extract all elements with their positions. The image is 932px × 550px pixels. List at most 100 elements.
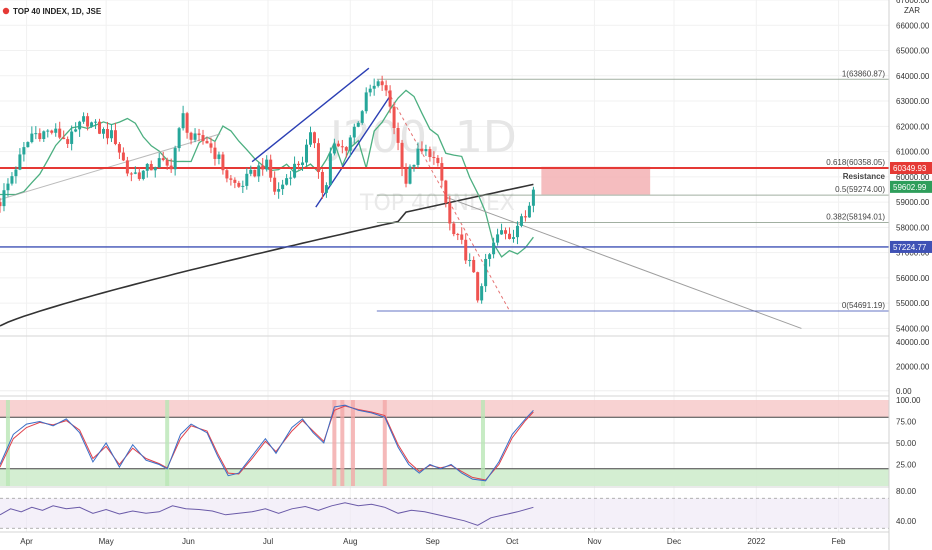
candle-body: [428, 149, 432, 158]
candle: [368, 84, 372, 97]
candle-body: [14, 169, 18, 177]
candle: [273, 171, 277, 195]
candle-series[interactable]: [0, 75, 535, 304]
candle-body: [141, 170, 145, 179]
candle-body: [90, 122, 94, 127]
candle-body: [285, 178, 289, 185]
candle-body: [193, 133, 197, 140]
candle: [86, 112, 90, 131]
candle-body: [492, 242, 496, 255]
candle-body: [38, 133, 42, 140]
candle-body: [324, 185, 328, 193]
candle-body: [82, 116, 86, 122]
candle: [117, 142, 121, 159]
candle: [169, 158, 173, 173]
candle: [480, 283, 484, 304]
stoch-tick-label: 100.00: [896, 396, 921, 405]
time-tick-label: 2022: [747, 537, 765, 546]
candle: [444, 179, 448, 208]
candle-body: [149, 163, 153, 171]
candle-body: [125, 160, 129, 174]
price-tick-label: 59000.00: [896, 198, 930, 207]
candle: [105, 121, 109, 145]
support-price-tag-bg: [890, 240, 932, 253]
candle-body: [137, 172, 141, 179]
candle: [277, 182, 281, 199]
price-axis[interactable]: 54000.00 55000.00 56000.00 57000.00 58000.00…: [890, 0, 932, 526]
candle-body: [46, 130, 50, 132]
candle-body: [484, 258, 488, 287]
candle: [0, 197, 2, 213]
candle: [145, 162, 149, 178]
candle: [420, 141, 424, 155]
candle-body: [456, 234, 460, 236]
fib-level-label: 0.618(60358.05): [826, 158, 885, 167]
candle-body: [432, 157, 436, 159]
candle: [2, 183, 6, 212]
candle: [400, 139, 404, 177]
indicator-panels[interactable]: [0, 390, 889, 529]
candle: [98, 118, 102, 135]
candle: [281, 179, 285, 195]
candle: [245, 167, 249, 190]
signal-band: [165, 400, 170, 486]
candle-body: [273, 177, 277, 192]
candle-body: [86, 116, 90, 127]
candle: [460, 227, 464, 245]
candle-body: [368, 88, 372, 93]
candle-body: [98, 121, 102, 134]
resistance-zone: [541, 166, 651, 195]
candle: [484, 253, 488, 293]
candle-body: [197, 133, 201, 136]
candle: [492, 237, 496, 259]
candle-body: [305, 144, 309, 163]
candle: [388, 85, 392, 114]
candle-body: [70, 131, 74, 144]
candle-body: [101, 129, 105, 134]
candle-body: [145, 163, 149, 171]
candle: [249, 165, 253, 177]
candle-body: [121, 152, 125, 161]
candle-body: [396, 127, 400, 143]
candle-body: [372, 85, 376, 89]
candle-body: [22, 147, 26, 155]
stoch-tick-label: 50.00: [896, 439, 917, 448]
candle: [14, 166, 18, 184]
candle-body: [6, 183, 10, 191]
candle-body: [340, 146, 344, 148]
candle-body: [360, 111, 364, 123]
candle: [289, 170, 293, 186]
fib-diagonal: [381, 80, 510, 311]
candle-body: [26, 142, 30, 148]
price-tick-label: 60000.00: [896, 173, 930, 182]
candle: [376, 79, 380, 88]
candle: [380, 75, 384, 91]
candle-body: [173, 148, 177, 170]
candle-body: [440, 163, 444, 181]
candle: [153, 166, 157, 178]
price-tick-label: 64000.00: [896, 72, 930, 81]
candle: [257, 162, 261, 182]
time-tick-label: Feb: [832, 537, 846, 546]
candle-body: [189, 132, 193, 140]
candle-body: [420, 148, 424, 152]
volume-tick-label: 0.00: [896, 387, 912, 396]
candle: [436, 155, 440, 167]
candle-body: [18, 154, 22, 170]
time-axis[interactable]: Apr May Jun Jul Aug Sep Oct Nov Dec 2022 Feb: [20, 537, 846, 546]
candle: [42, 130, 46, 142]
candle-body: [249, 169, 253, 174]
price-tick-label: 67000.00: [896, 0, 930, 5]
trend-line-channel-bottom: [315, 95, 391, 208]
candle: [121, 147, 125, 162]
candle: [456, 232, 460, 241]
candle-body: [58, 128, 62, 138]
candle: [125, 156, 129, 177]
candle-body: [293, 163, 297, 178]
candle: [312, 131, 316, 149]
candle: [428, 146, 432, 162]
candle-body: [515, 225, 519, 238]
candle-body: [241, 185, 245, 187]
candle: [476, 271, 480, 303]
